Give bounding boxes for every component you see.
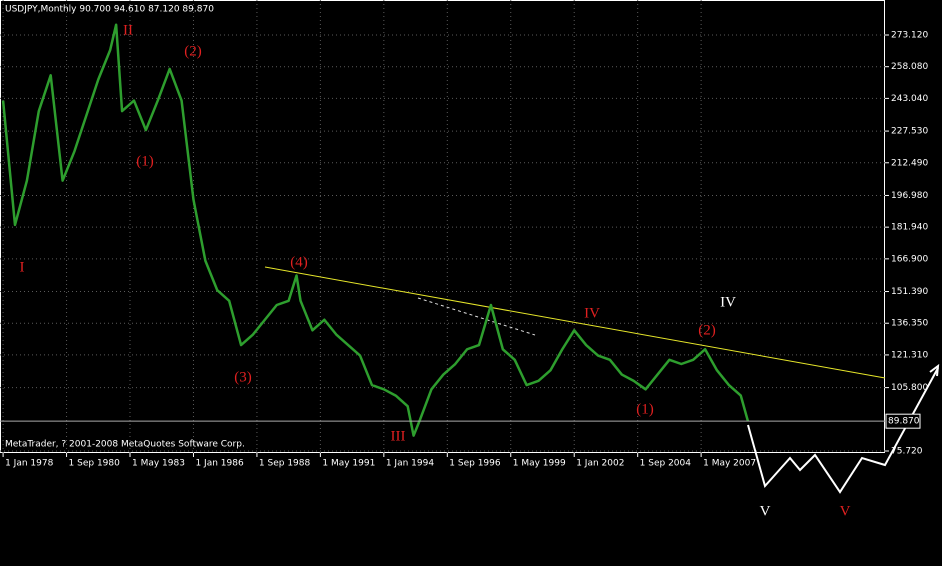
wave-label: (1) [136,153,154,169]
wave-label: II [123,22,133,38]
x-tick-label: 1 Sep 2004 [640,459,692,469]
trend-line [264,266,886,379]
y-tick-label: 258.080 [891,62,928,72]
current-price-box [885,413,921,429]
x-tick-label: 1 Jan 1986 [195,459,243,469]
y-tick-label: 181.940 [891,223,928,233]
y-tick-label: 243.040 [891,94,928,104]
x-tick-label: 1 May 1983 [132,459,185,469]
y-tick-label: 75.720 [891,446,923,456]
x-tick-label: 1 Sep 1980 [69,459,121,469]
chart-title: USDJPY,Monthly 90.700 94.610 87.120 89.8… [5,5,214,15]
projection-arrow [929,363,940,377]
x-tick-label: 1 May 2007 [703,459,756,469]
y-tick-label: 136.350 [891,319,928,329]
wave-label: (2) [698,322,716,338]
dashed-line [417,297,536,336]
projection [747,367,939,494]
plot-frame [0,0,885,453]
y-tick-label: 121.310 [891,350,928,360]
wave-label: IV [720,294,736,310]
x-tick-label: 1 Jan 1978 [5,459,53,469]
wave-label: (4) [290,254,308,270]
wave-label: V [760,503,771,519]
wave-label: III [391,428,406,444]
y-tick-label: 273.120 [891,31,928,41]
y-tick-label: 166.900 [891,254,928,264]
x-tick-label: 1 Sep 1996 [449,459,501,469]
current-price-label: 89.870 [888,417,920,427]
footer: MetaTrader, ? 2001-2008 MetaQuotes Softw… [5,440,245,450]
y-tick-label: 227.530 [891,127,928,137]
wave-label: (1) [636,401,654,417]
x-tick-label: 1 Jan 2002 [576,459,624,469]
x-tick-label: 1 May 1991 [322,459,375,469]
price-line [1,23,750,437]
y-tick-label: 196.980 [891,191,928,201]
wave-label: IV [584,305,600,321]
x-tick-label: 1 Jan 1994 [386,459,434,469]
y-tick-label: 151.390 [891,287,928,297]
x-tick-label: 1 May 1999 [513,459,566,469]
y-tick-label: 212.490 [891,158,928,168]
wave-label: I [20,259,25,275]
wave-label: (2) [184,43,202,59]
marks [1,23,750,437]
y-tick-label: 105.800 [891,383,928,393]
x-tick-label: 1 Sep 1988 [259,459,311,469]
wave-label: V [840,503,851,519]
wave-label: (3) [234,369,252,385]
